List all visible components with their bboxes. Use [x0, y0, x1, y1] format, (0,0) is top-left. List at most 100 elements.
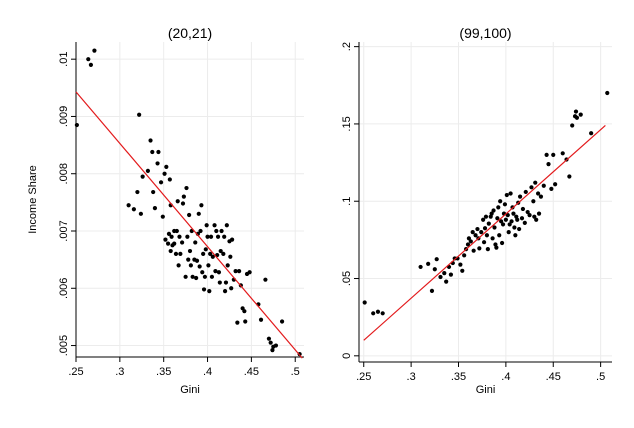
data-point [268, 340, 273, 345]
data-point [165, 241, 171, 246]
data-point [183, 274, 188, 279]
y-tick-label: .009 [58, 106, 70, 127]
data-point [531, 199, 536, 204]
data-point [444, 279, 449, 284]
data-point [176, 263, 181, 268]
x-tick-label: .5 [291, 366, 300, 378]
data-point [462, 253, 467, 258]
data-point [536, 211, 542, 216]
data-point [243, 319, 248, 324]
data-point [434, 257, 439, 262]
data-point [468, 239, 473, 244]
data-point [174, 228, 179, 234]
data-point [175, 199, 180, 204]
data-point [217, 280, 222, 285]
data-point [534, 217, 539, 222]
data-point [380, 311, 385, 316]
data-point [223, 280, 229, 285]
data-point [203, 247, 208, 252]
data-point [184, 185, 189, 191]
x-tick-label: .35 [451, 371, 466, 383]
data-point [506, 230, 511, 235]
data-point [247, 270, 252, 275]
data-point [158, 180, 164, 185]
data-point [362, 300, 367, 305]
data-point [164, 164, 169, 169]
data-point [74, 122, 79, 128]
data-point [150, 149, 155, 155]
y-tick-label: .005 [58, 335, 70, 356]
data-point [273, 343, 279, 348]
data-point [206, 263, 211, 268]
data-point [138, 211, 143, 216]
chart-title: (99,100) [459, 25, 511, 41]
data-point [466, 236, 472, 241]
data-point [92, 48, 97, 53]
data-point [242, 309, 247, 314]
data-point [517, 194, 523, 199]
data-point [160, 214, 165, 219]
data-point [208, 234, 214, 239]
data-point [535, 191, 541, 196]
data-point [194, 275, 199, 281]
data-point [145, 168, 151, 173]
data-point [131, 207, 136, 212]
data-point [549, 186, 554, 191]
data-point [546, 162, 551, 167]
data-point [205, 234, 210, 239]
data-point [541, 183, 546, 188]
x-axis-label: Gini [476, 384, 496, 396]
data-point [197, 264, 202, 269]
data-point [221, 251, 226, 257]
data-point [215, 234, 221, 239]
data-point [486, 221, 491, 226]
data-point [527, 213, 532, 218]
chart-panel-1: .25 .3 .35 .4 .45 .5 .005 .006 .007 .008 .009 .01 (2… [27, 25, 304, 396]
data-point [503, 217, 508, 222]
data-point [86, 57, 91, 62]
data-point [533, 180, 538, 185]
data-point [152, 205, 158, 211]
y-tick-label: .1 [341, 197, 353, 206]
data-point [481, 217, 486, 222]
data-point [497, 233, 502, 238]
data-point [163, 237, 168, 242]
data-point [258, 317, 264, 322]
data-point [515, 217, 520, 222]
data-point [512, 225, 517, 230]
data-point [229, 286, 234, 291]
data-point [187, 212, 192, 218]
data-point [228, 254, 233, 259]
data-point [172, 241, 177, 246]
data-point [200, 270, 205, 275]
data-point [532, 214, 537, 219]
data-point [513, 233, 518, 238]
data-point [499, 240, 505, 246]
data-point [202, 274, 208, 279]
data-point [180, 240, 185, 245]
data-point [135, 189, 140, 195]
data-point [222, 234, 227, 239]
data-point [483, 214, 489, 219]
x-tick-label: .45 [546, 371, 561, 383]
data-point [156, 149, 161, 155]
data-point [520, 206, 526, 212]
data-point [181, 194, 186, 199]
data-point [418, 264, 423, 270]
data-point [504, 192, 509, 198]
data-point [218, 248, 223, 254]
data-point [529, 185, 534, 190]
data-point [229, 237, 235, 242]
data-point [235, 320, 240, 325]
x-tick-label: .5 [596, 371, 605, 383]
data-point [519, 216, 525, 221]
data-point [224, 223, 229, 228]
data-point [237, 268, 242, 274]
data-point [553, 182, 558, 187]
data-point [458, 262, 463, 267]
data-point [470, 230, 475, 235]
data-point [212, 223, 217, 228]
x-tick-label: .35 [156, 366, 171, 378]
data-point [185, 234, 190, 239]
